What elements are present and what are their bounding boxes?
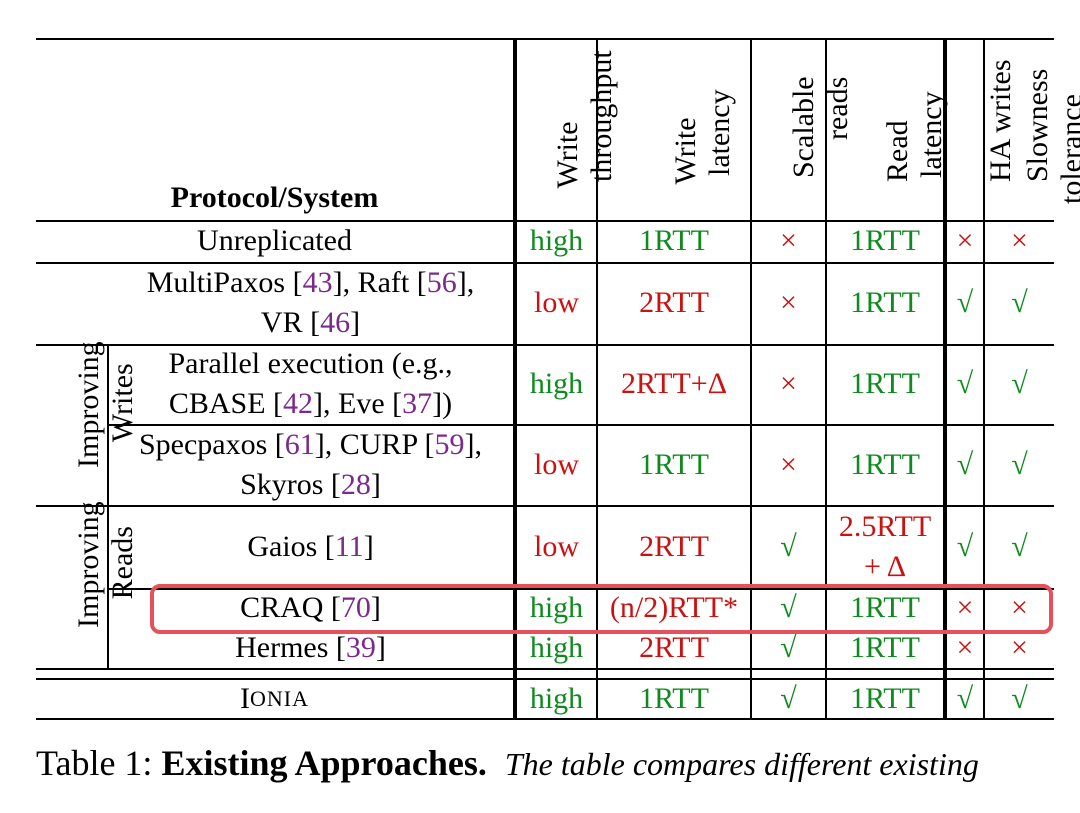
citation-link[interactable]: 61 [284, 427, 315, 461]
row-craq-write-latency: (n/2)RTT* [609, 591, 739, 624]
row-gaios-write-latency: 2RTT [639, 529, 709, 563]
vrule-6 [983, 38, 985, 720]
row-gaios-scalable-reads: √ [780, 529, 797, 563]
rule-row1 [36, 262, 1054, 264]
row-unreplicated-write-latency: 1RTT [639, 224, 709, 257]
row-specpaxos-name: Specpaxos [61], CURP [59], Skyros [28] [138, 427, 483, 501]
caption-title: Existing Approaches. [161, 743, 487, 783]
row-hermes-write-latency: 2RTT [639, 631, 709, 664]
vrule-2 [596, 38, 598, 720]
rule-ionia-top1 [36, 668, 1054, 670]
row-unreplicated-scalable-reads: × [780, 224, 797, 257]
row-parallel-slowness: √ [1011, 367, 1028, 400]
citation-link[interactable]: 11 [334, 529, 364, 563]
vrule-3 [750, 38, 752, 720]
row-specpaxos-write-latency: 1RTT [639, 447, 709, 481]
row-multipaxos-read-latency: 1RTT [850, 286, 920, 319]
rule-row2 [36, 344, 1054, 346]
row-parallel-write-latency: 2RTT+Δ [620, 367, 728, 400]
row-specpaxos-read-latency: 1RTT [850, 447, 920, 481]
row-gaios-name: Gaios [11] [108, 505, 513, 588]
row-gaios-ha-writes: √ [956, 529, 974, 563]
row-hermes-name: Hermes [39] [108, 628, 513, 668]
vrule-4 [825, 38, 827, 720]
citation-link[interactable]: 46 [320, 306, 351, 339]
row-ionia-read-latency: 1RTT [850, 682, 920, 715]
vrule-thick-5 [943, 38, 947, 720]
header-write-latency: Write latency [669, 89, 736, 185]
row-gaios-slowness: √ [1011, 529, 1028, 563]
row-ionia-slowness: √ [1011, 682, 1028, 715]
row-ionia-ha-writes: √ [956, 682, 974, 715]
row-craq-scalable-reads: √ [780, 591, 797, 624]
caption-text: The table compares different existing [504, 746, 979, 782]
row-ionia-scalable-reads: √ [780, 682, 797, 715]
row-specpaxos-write-throughput: low [534, 447, 579, 481]
row-multipaxos-slowness: √ [1011, 286, 1028, 319]
row-multipaxos-ha-writes: √ [956, 286, 974, 319]
rule-row5 [108, 588, 1054, 590]
row-specpaxos-scalable-reads: × [780, 447, 797, 481]
rule-top [36, 38, 1054, 40]
table-caption: Table 1: Existing Approaches. The table … [36, 742, 979, 784]
vrule-group [107, 344, 109, 668]
citation-link[interactable]: 39 [345, 631, 376, 664]
row-craq-name: CRAQ [70] [108, 588, 513, 628]
citation-link[interactable]: 56 [426, 266, 457, 299]
row-unreplicated-write-throughput: high [529, 224, 584, 257]
row-craq-slowness: × [1011, 591, 1028, 624]
row-parallel-scalable-reads: × [780, 367, 797, 400]
row-multipaxos-name: MultiPaxos [43], Raft [56], VR [46] [146, 266, 475, 339]
header-protocol: Protocol/System [170, 181, 379, 214]
row-parallel-name: Parallel execution (e.g., CBASE [42], Ev… [168, 347, 453, 420]
row-craq-ha-writes: × [956, 591, 974, 624]
caption-label: Table 1: [36, 743, 162, 783]
row-parallel-ha-writes: √ [956, 367, 974, 400]
row-multipaxos-write-throughput: low [534, 286, 579, 319]
row-specpaxos-slowness: √ [1011, 447, 1028, 481]
highlight-box [150, 584, 1053, 634]
citation-link[interactable]: 37 [402, 387, 433, 420]
rule-bottom [36, 718, 1054, 720]
row-ionia-write-latency: 1RTT [639, 682, 709, 715]
row-gaios-write-throughput: low [534, 529, 579, 563]
row-hermes-read-latency: 1RTT [850, 631, 920, 664]
rule-ionia-top2 [36, 678, 1054, 680]
row-ionia-write-throughput: high [529, 682, 584, 715]
row-gaios-read-latency: 2.5RTT + Δ [838, 509, 932, 583]
rule-header [36, 220, 1054, 222]
rule-row3 [108, 424, 1054, 426]
row-multipaxos-scalable-reads: × [780, 286, 797, 319]
citation-link[interactable]: 70 [340, 591, 371, 624]
citation-link[interactable]: 28 [340, 467, 371, 501]
row-hermes-ha-writes: × [956, 631, 974, 664]
row-unreplicated-slowness: × [1011, 224, 1028, 257]
row-hermes-slowness: × [1011, 631, 1028, 664]
row-unreplicated-read-latency: 1RTT [850, 224, 920, 257]
citation-link[interactable]: 42 [283, 387, 314, 420]
row-unreplicated-name: Unreplicated [197, 224, 352, 257]
row-craq-read-latency: 1RTT [850, 591, 920, 624]
rule-row4 [36, 505, 1054, 507]
row-hermes-scalable-reads: √ [780, 631, 797, 664]
row-multipaxos-write-latency: 2RTT [639, 286, 709, 319]
row-unreplicated-ha-writes: × [956, 224, 974, 257]
header-slowness-tolerance: Slowness tolerance [1021, 68, 1080, 204]
citation-link[interactable]: 59 [434, 427, 465, 461]
row-parallel-read-latency: 1RTT [850, 367, 920, 400]
row-specpaxos-ha-writes: √ [956, 447, 974, 481]
row-ionia-name: I ONIA [240, 682, 309, 715]
header-write-throughput: Write throughput [551, 50, 618, 189]
row-parallel-write-throughput: high [529, 367, 584, 400]
row-hermes-write-throughput: high [529, 631, 584, 664]
row-craq-write-throughput: high [529, 591, 584, 624]
vrule-thick-1 [513, 38, 517, 720]
citation-link[interactable]: 43 [302, 266, 333, 299]
